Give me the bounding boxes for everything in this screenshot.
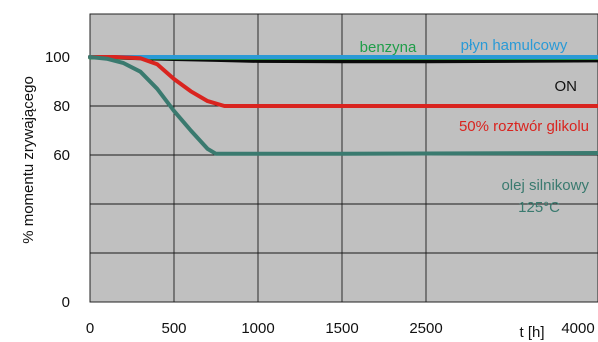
series-label-1: płyn hamulcowy [461, 37, 568, 54]
x-tick-label: 4000 [561, 320, 594, 337]
y-tick-label: 100 [45, 49, 70, 66]
series-line-3 [88, 55, 598, 108]
x-tick-label: 1000 [241, 320, 274, 337]
series-label-0: benzyna [360, 39, 417, 56]
series-label-2: ON [555, 78, 578, 95]
y-axis-label: % momentu zrywającego [20, 76, 37, 244]
series-label-3: 50% roztwór glikolu [459, 118, 589, 135]
x-tick-label: 1500 [325, 320, 358, 337]
series-line-4 [88, 55, 598, 156]
y-tick-label: 60 [53, 147, 70, 164]
series-label-4: olej silnikowy [501, 177, 589, 194]
x-tick-label: 2500 [409, 320, 442, 337]
series-label-4-temp: 125°C [518, 199, 560, 216]
x-tick-label: 0 [86, 320, 94, 337]
x-tick-label: 500 [161, 320, 186, 337]
y-tick-label: 0 [62, 294, 70, 311]
x-axis-label: t [h] [519, 324, 544, 341]
y-tick-label: 80 [53, 98, 70, 115]
